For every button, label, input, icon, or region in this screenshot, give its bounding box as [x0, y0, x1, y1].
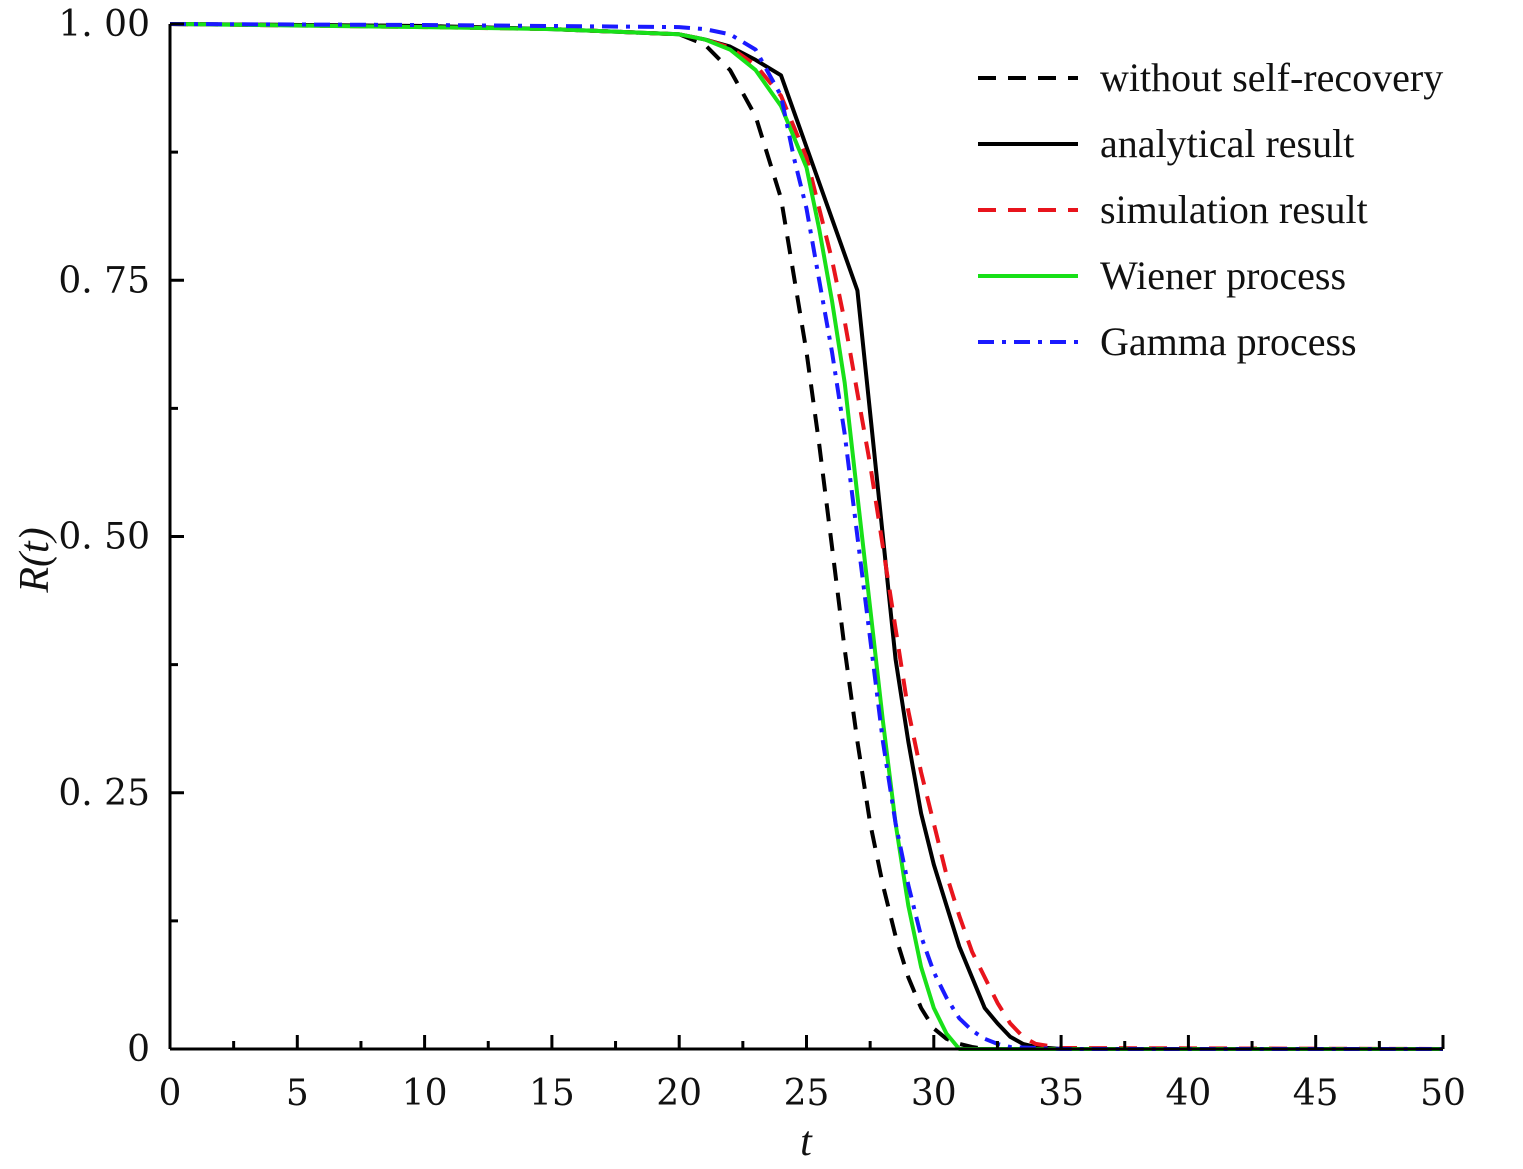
legend-label-5: Gamma process [1100, 319, 1357, 364]
x-tick-label: 45 [1293, 1073, 1339, 1114]
legend-label-3: simulation result [1100, 187, 1368, 232]
x-tick-label: 20 [656, 1073, 702, 1114]
y-tick-label: 1. 00 [58, 4, 150, 45]
y-tick-label: 0. 25 [58, 773, 150, 814]
x-tick-label: 5 [286, 1073, 309, 1114]
legend-label-1: without self-recovery [1100, 55, 1443, 100]
series-lines [169, 22, 1444, 1051]
tick-labels: 0 5 10 15 20 25 30 35 40 45 50 0 0. 25 0. 50 0. 75 1. 0… [58, 4, 1466, 1114]
x-tick-label: 25 [784, 1073, 830, 1114]
series-line-2 [169, 22, 1443, 1051]
series-line-5 [169, 22, 1443, 1051]
x-tick-label: 0 [159, 1073, 182, 1114]
axes [168, 24, 1443, 1051]
y-tick-label: 0. 75 [58, 260, 150, 301]
ticks [168, 22, 1445, 1051]
x-tick-label: 35 [1038, 1073, 1084, 1114]
legend: without self-recovery analytical result si… [978, 55, 1443, 364]
series-line-3 [169, 22, 1444, 1051]
x-tick-label: 10 [402, 1073, 448, 1114]
y-axis-title: R(t) [12, 527, 58, 593]
legend-label-4: Wiener process [1100, 253, 1346, 298]
legend-label-2: analytical result [1100, 121, 1354, 166]
y-tick-label: 0. 50 [58, 517, 150, 558]
series-line-1 [169, 22, 1443, 1051]
x-tick-label: 50 [1420, 1073, 1466, 1114]
series-line-4 [169, 22, 1443, 1051]
x-tick-label: 15 [529, 1073, 575, 1114]
x-tick-label: 30 [911, 1073, 957, 1114]
x-axis-title: t [800, 1119, 813, 1165]
y-tick-label: 0 [127, 1029, 150, 1070]
x-tick-label: 40 [1165, 1073, 1211, 1114]
